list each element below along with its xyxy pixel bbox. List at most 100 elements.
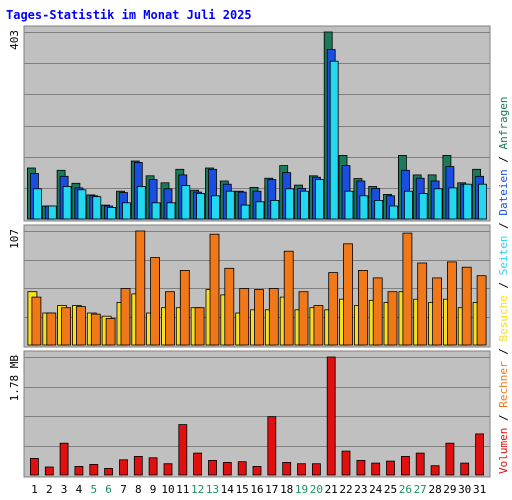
bar-seiten-day-2	[47, 205, 57, 220]
bar-seiten-day-26	[403, 190, 413, 220]
legend-separator: /	[497, 275, 510, 295]
x-tick-label: 6	[105, 483, 112, 496]
bar-seiten-day-10	[166, 202, 176, 220]
bar-seiten-day-12	[196, 193, 206, 220]
bar-volumen-day-9	[148, 457, 158, 476]
bar-rechner-day-2	[46, 312, 57, 346]
bar-seiten-day-14	[225, 190, 235, 220]
bar-seiten-day-30	[463, 183, 473, 220]
x-tick-label: 26	[399, 483, 412, 496]
bar-volumen-day-3	[59, 442, 69, 476]
x-tick-label: 13	[206, 483, 219, 496]
bar-rechner-day-6	[105, 317, 116, 346]
legend-separator: /	[497, 149, 510, 169]
bar-volumen-day-28	[430, 465, 440, 476]
bar-volumen-day-2	[44, 466, 54, 476]
bar-volumen-day-10	[163, 463, 173, 476]
bar-rechner-day-18	[283, 250, 294, 346]
bar-rechner-day-11	[179, 269, 190, 346]
bar-seiten-day-9	[151, 202, 161, 220]
bar-seiten-day-3	[62, 186, 72, 220]
chart-title: Tages-Statistik im Monat Juli 2025	[6, 8, 252, 22]
x-tick-label: 3	[61, 483, 68, 496]
bar-seiten-day-11	[181, 185, 191, 220]
legend-entry-volumen: Volumen	[497, 428, 510, 474]
bar-rechner-day-14	[224, 267, 235, 346]
bar-seiten-day-19	[300, 190, 309, 220]
bar-volumen-day-15	[237, 461, 247, 476]
x-tick-label: 19	[295, 483, 308, 496]
x-tick-label: 8	[135, 483, 142, 496]
x-tick-label: 25	[384, 483, 397, 496]
bar-volumen-day-8	[133, 455, 143, 476]
bar-rechner-day-16	[254, 289, 264, 346]
bar-volumen-day-29	[445, 442, 455, 476]
bar-volumen-day-6	[104, 467, 113, 476]
x-tick-label: 15	[236, 483, 249, 496]
bar-volumen-day-4	[74, 465, 84, 476]
bar-volumen-day-31	[475, 433, 485, 476]
bar-rechner-day-27	[417, 262, 428, 346]
x-tick-label: 27	[414, 483, 427, 496]
bar-rechner-day-24	[372, 277, 383, 346]
panel-bottom-ymax-label: 1.78 MB	[8, 355, 21, 402]
bar-seiten-day-28	[433, 188, 443, 220]
x-tick-label: 10	[161, 483, 174, 496]
bar-rechner-day-30	[461, 266, 472, 346]
x-tick-label: 30	[458, 483, 471, 496]
x-tick-label: 1	[31, 483, 38, 496]
bar-seiten-day-23	[359, 195, 369, 220]
bar-volumen-day-19	[297, 463, 306, 476]
bar-volumen-day-23	[356, 459, 366, 476]
bar-rechner-day-25	[387, 291, 398, 346]
x-tick-label: 11	[176, 483, 189, 496]
bar-rechner-day-13	[209, 233, 220, 346]
x-tick-label: 2	[46, 483, 53, 496]
legend-entry-dateien: Dateien	[497, 169, 510, 215]
bar-rechner-day-10	[165, 291, 175, 346]
bar-volumen-day-16	[252, 465, 262, 476]
bar-rechner-day-23	[357, 269, 368, 346]
x-tick-label: 4	[76, 483, 83, 496]
bar-seiten-day-25	[389, 205, 398, 220]
bar-rechner-day-12	[194, 307, 205, 346]
bar-volumen-day-20	[311, 463, 321, 476]
vertical-legend: Volumen / Rechner / Besuche / Seiten / D…	[497, 96, 510, 474]
bar-rechner-day-21	[328, 272, 339, 346]
bar-volumen-day-21	[326, 356, 336, 476]
bar-volumen-day-14	[222, 461, 232, 476]
bar-seiten-day-29	[448, 187, 458, 220]
bar-seiten-day-13	[211, 195, 220, 220]
x-tick-label: 17	[265, 483, 278, 496]
x-tick-label: 7	[120, 483, 127, 496]
bar-volumen-day-26	[400, 455, 410, 476]
x-tick-label: 22	[339, 483, 352, 496]
bar-rechner-day-29	[446, 261, 457, 346]
bar-volumen-day-7	[119, 459, 128, 476]
bar-seiten-day-31	[478, 183, 488, 220]
bar-volumen-day-1	[29, 457, 39, 476]
bar-volumen-day-18	[282, 461, 292, 476]
x-tick-label: 18	[280, 483, 293, 496]
bar-rechner-day-3	[61, 307, 71, 346]
panel-top-ymax-label: 403	[8, 30, 21, 50]
bar-seiten-day-20	[314, 179, 324, 220]
bar-rechner-day-15	[239, 288, 250, 346]
bar-rechner-day-7	[120, 288, 131, 346]
x-tick-label: 24	[369, 483, 383, 496]
bar-rechner-day-22	[343, 243, 353, 346]
x-tick-label: 29	[443, 483, 456, 496]
bar-volumen-day-11	[178, 424, 188, 476]
bar-volumen-day-17	[267, 416, 277, 476]
bar-seiten-day-4	[77, 189, 87, 220]
legend-separator: /	[497, 216, 510, 236]
legend-entry-rechner: Rechner	[497, 361, 510, 408]
bar-seiten-day-24	[374, 199, 384, 220]
x-tick-label: 31	[473, 483, 486, 496]
bar-rechner-day-5	[90, 313, 101, 346]
bar-volumen-day-30	[460, 462, 470, 476]
bar-rechner-day-17	[268, 288, 279, 346]
bar-rechner-day-26	[402, 232, 413, 346]
